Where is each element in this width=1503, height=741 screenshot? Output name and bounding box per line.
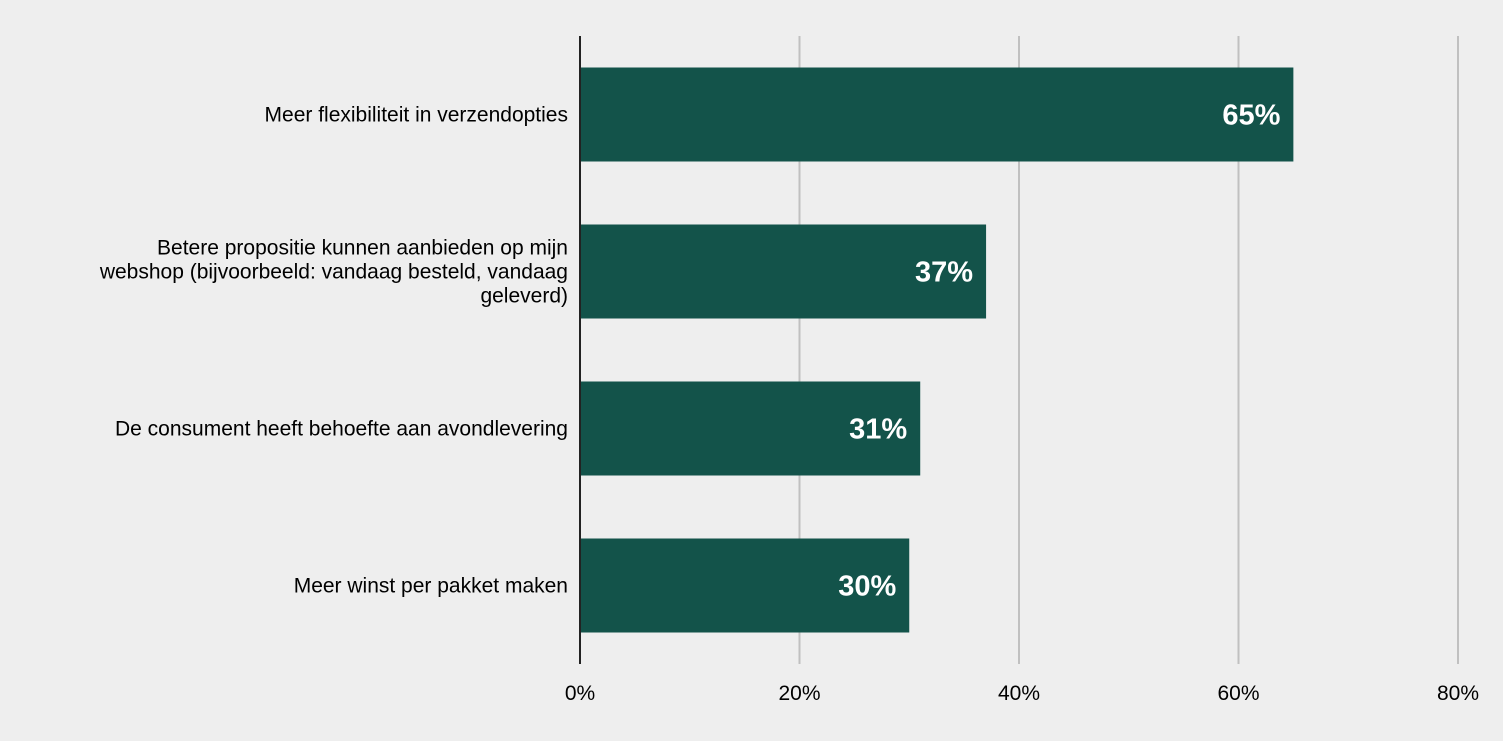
data-label: 65%: [1222, 100, 1280, 132]
category-label: webshop (bijvoorbeeld: vandaag besteld, …: [99, 261, 568, 284]
bar: [580, 224, 987, 319]
x-axis-ticks: 0% 20% 40% 60% 80%: [565, 682, 1479, 705]
category-label: Meer flexibiliteit in verzendopties: [265, 104, 568, 127]
category-labels: Meer flexibiliteit in verzendopties Beter…: [99, 104, 568, 598]
x-tick-label: 20%: [778, 682, 820, 705]
bar: [580, 538, 910, 633]
category-label: De consument heeft behoefte aan avondlev…: [115, 418, 568, 441]
bars: 65% 37% 31% 30%: [580, 67, 1294, 633]
x-tick-label: 40%: [998, 682, 1040, 705]
bar: [580, 67, 1294, 162]
data-label: 37%: [915, 257, 973, 289]
category-label: Betere propositie kunnen aanbieden op mi…: [157, 237, 568, 260]
x-tick-label: 60%: [1217, 682, 1259, 705]
data-label: 30%: [838, 571, 896, 603]
x-tick-label: 80%: [1437, 682, 1479, 705]
data-label: 31%: [849, 414, 907, 446]
category-label: geleverd): [480, 285, 568, 308]
x-tick-label: 0%: [565, 682, 595, 705]
category-label: Meer winst per pakket maken: [294, 575, 568, 598]
bar: [580, 381, 921, 476]
